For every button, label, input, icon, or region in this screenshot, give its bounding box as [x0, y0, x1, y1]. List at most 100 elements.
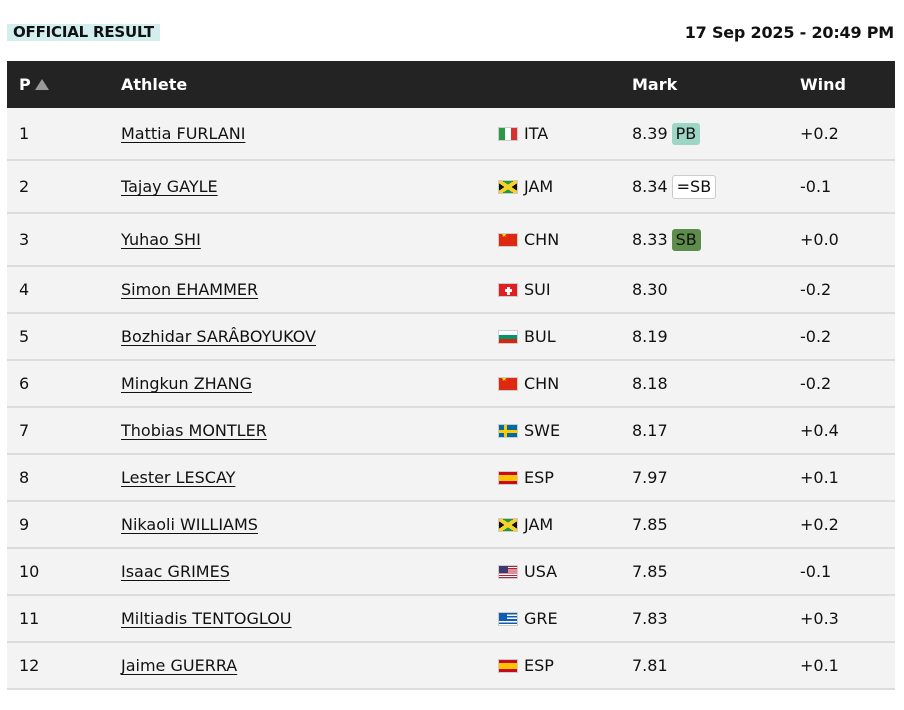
wind-value: +0.2 [800, 124, 839, 143]
country-cell: SWE [498, 408, 560, 453]
position-value: 1 [19, 124, 30, 143]
country-code: CHN [524, 374, 560, 393]
wind-cell: +0.3 [800, 596, 839, 641]
flag-bul-icon [498, 329, 518, 344]
country-code: SUI [524, 280, 551, 299]
athlete-cell: Mingkun ZHANG [121, 361, 252, 406]
country-cell: ESP [498, 455, 554, 500]
mark-cell: 7.85 [632, 549, 668, 594]
country-cell: ESP [498, 643, 554, 688]
country-code: SWE [524, 421, 561, 440]
wind-cell: +0.1 [800, 643, 839, 688]
wind-cell: +0.2 [800, 108, 839, 159]
flag-jam-icon [498, 179, 518, 194]
table-row: 5 Bozhidar SARÂBOYUKOV BUL 8.19 -0.2 [7, 314, 895, 361]
wind-value: +0.2 [800, 515, 839, 534]
wind-cell: +0.2 [800, 502, 839, 547]
athlete-cell: Tajay GAYLE [121, 161, 218, 212]
athlete-cell: Isaac GRIMES [121, 549, 230, 594]
position-value: 9 [19, 515, 30, 534]
athlete-name-link[interactable]: Mingkun ZHANG [121, 374, 252, 393]
wind-cell: -0.2 [800, 314, 831, 359]
record-badge: PB [671, 122, 701, 145]
position-value: 5 [19, 327, 30, 346]
flag-usa-icon [498, 564, 518, 579]
column-header-mark: Mark [632, 75, 678, 94]
athlete-name-link[interactable]: Tajay GAYLE [121, 177, 218, 196]
athlete-name-link[interactable]: Lester LESCAY [121, 468, 236, 487]
mark-cell: 8.18 [632, 361, 668, 406]
wind-value: +0.1 [800, 656, 839, 675]
table-row: 4 Simon EHAMMER SUI 8.30 -0.2 [7, 267, 895, 314]
country-cell: JAM [498, 161, 553, 212]
country-code: ITA [524, 124, 549, 143]
position-cell: 6 [19, 361, 29, 406]
table-row: 8 Lester LESCAY ESP 7.97 +0.1 [7, 455, 895, 502]
record-badge: SB [671, 228, 701, 251]
mark-value: 7.83 [632, 609, 668, 628]
mark-value: 8.30 [632, 280, 668, 299]
mark-cell: 8.17 [632, 408, 668, 453]
table-row: 1 Mattia FURLANI ITA 8.39 PB +0.2 [7, 108, 895, 161]
country-code: GRE [524, 609, 558, 628]
table-row: 12 Jaime GUERRA ESP 7.81 +0.1 [7, 643, 895, 690]
result-datetime: 17 Sep 2025 - 20:49 PM [684, 23, 894, 42]
position-value: 12 [19, 656, 40, 675]
athlete-name-link[interactable]: Isaac GRIMES [121, 562, 230, 581]
country-cell: CHN [498, 214, 559, 265]
country-cell: GRE [498, 596, 558, 641]
column-header-position-label: P [19, 75, 31, 94]
table-row: 10 Isaac GRIMES USA 7.85 -0.1 [7, 549, 895, 596]
table-body: 1 Mattia FURLANI ITA 8.39 PB +0.2 2 Tajay GAYLE… [7, 108, 895, 690]
wind-value: +0.4 [800, 421, 839, 440]
country-cell: CHN [498, 361, 559, 406]
position-cell: 7 [19, 408, 29, 453]
country-cell: JAM [498, 502, 553, 547]
position-value: 7 [19, 421, 30, 440]
column-header-position[interactable]: P [19, 61, 49, 108]
table-row: 11 Miltiadis TENTOGLOU GRE 7.83 +0.3 [7, 596, 895, 643]
athlete-cell: Mattia FURLANI [121, 108, 245, 159]
country-code: ESP [524, 656, 554, 675]
athlete-cell: Lester LESCAY [121, 455, 235, 500]
wind-value: -0.1 [800, 177, 832, 196]
flag-jam-icon [498, 517, 518, 532]
mark-cell: 7.97 [632, 455, 668, 500]
athlete-name-link[interactable]: Thobias MONTLER [121, 421, 267, 440]
mark-value: 8.39 [632, 124, 668, 143]
athlete-cell: Thobias MONTLER [121, 408, 267, 453]
mark-value: 7.81 [632, 656, 668, 675]
athlete-cell: Yuhao SHI [121, 214, 201, 265]
athlete-name-link[interactable]: Bozhidar SARÂBOYUKOV [121, 327, 316, 346]
flag-gre-icon [498, 611, 518, 626]
position-cell: 1 [19, 108, 29, 159]
table-row: 9 Nikaoli WILLIAMS JAM 7.85 +0.2 [7, 502, 895, 549]
mark-value: 7.85 [632, 562, 668, 581]
position-cell: 10 [19, 549, 39, 594]
position-value: 6 [19, 374, 30, 393]
flag-ita-icon [498, 126, 518, 141]
athlete-cell: Bozhidar SARÂBOYUKOV [121, 314, 316, 359]
mark-cell: 7.85 [632, 502, 668, 547]
mark-value: 7.85 [632, 515, 668, 534]
position-cell: 2 [19, 161, 29, 212]
country-cell: SUI [498, 267, 551, 312]
flag-swe-icon [498, 423, 518, 438]
official-result-badge: OFFICIAL RESULT [7, 24, 160, 41]
athlete-name-link[interactable]: Miltiadis TENTOGLOU [121, 609, 292, 628]
mark-value: 8.17 [632, 421, 668, 440]
position-cell: 12 [19, 643, 39, 688]
record-badge: =SB [671, 174, 717, 199]
wind-cell: -0.1 [800, 161, 831, 212]
athlete-name-link[interactable]: Simon EHAMMER [121, 280, 259, 299]
wind-cell: -0.2 [800, 361, 831, 406]
wind-value: +0.3 [800, 609, 839, 628]
athlete-name-link[interactable]: Yuhao SHI [121, 230, 201, 249]
position-value: 3 [19, 230, 30, 249]
position-cell: 9 [19, 502, 29, 547]
athlete-name-link[interactable]: Jaime GUERRA [121, 656, 238, 675]
athlete-name-link[interactable]: Mattia FURLANI [121, 124, 246, 143]
sort-ascending-icon[interactable] [34, 79, 49, 90]
athlete-name-link[interactable]: Nikaoli WILLIAMS [121, 515, 258, 534]
